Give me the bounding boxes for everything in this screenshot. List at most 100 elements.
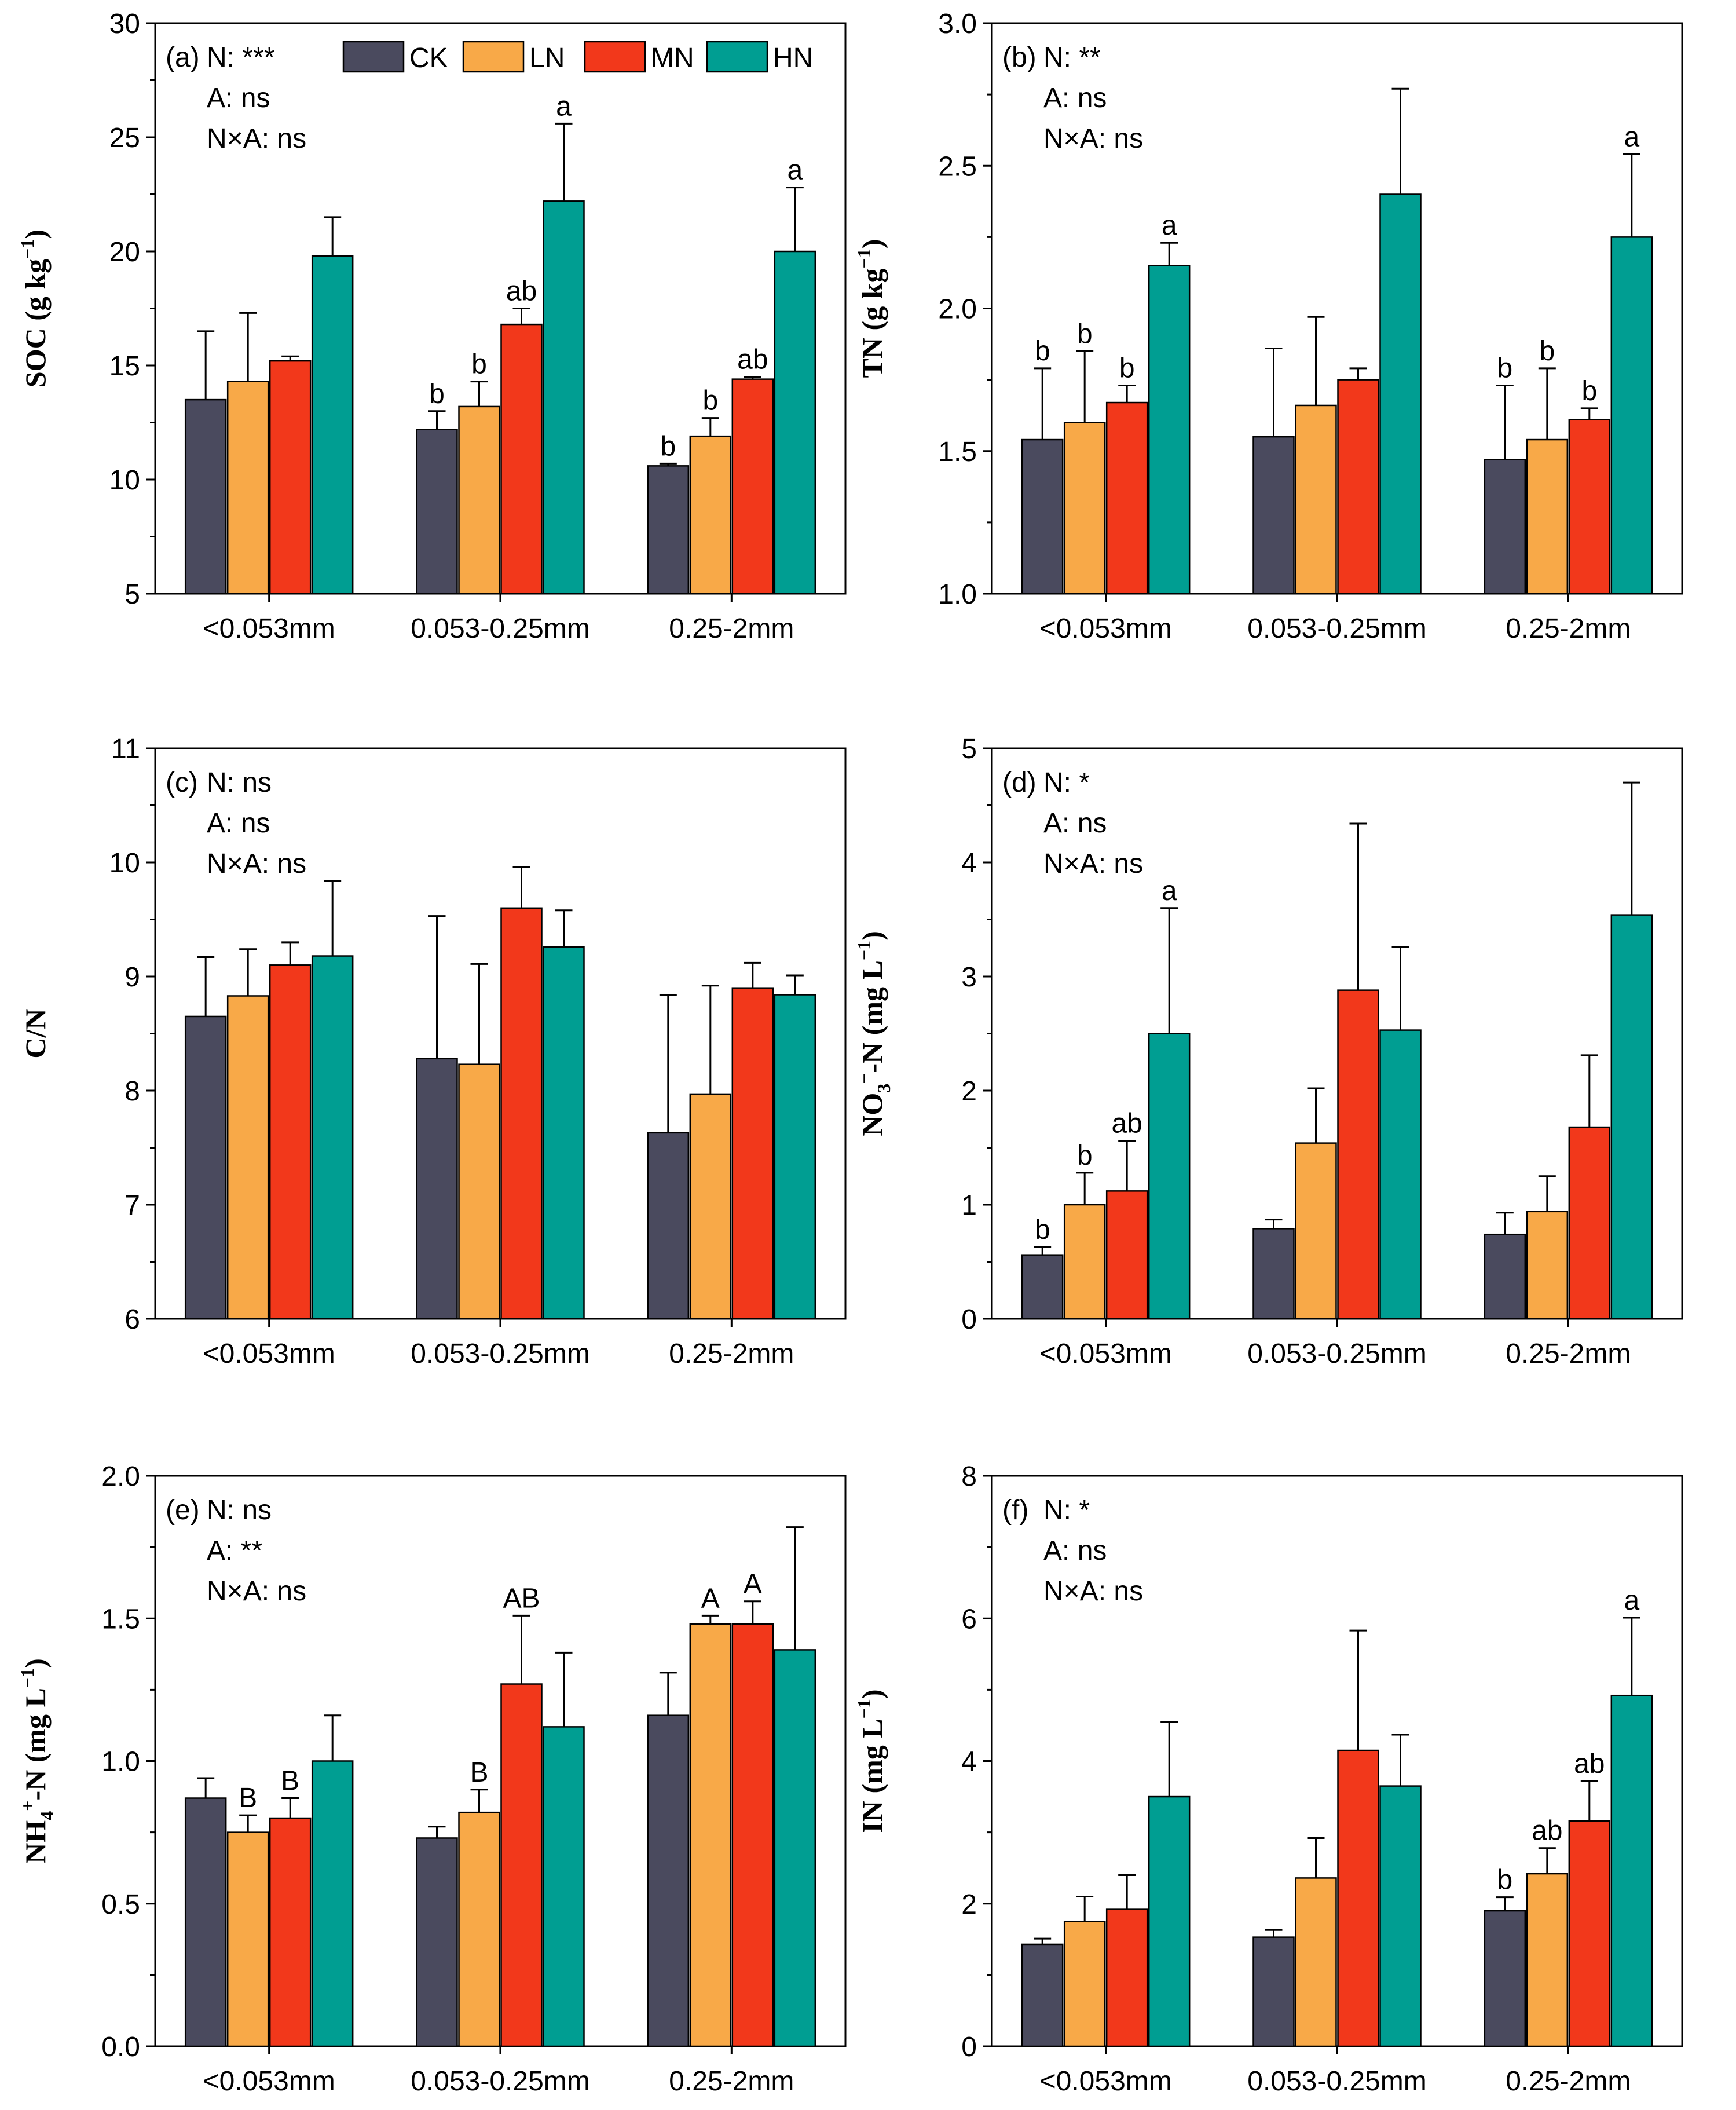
y-axis-label-part: C/N [19,1008,52,1058]
bar-mn [1337,379,1379,595]
x-tick-label: 0.053-0.25mm [411,2066,590,2097]
significance-letter: b [702,386,718,416]
bar-ck [647,1132,690,1320]
bar-mn [269,964,312,1320]
bar-mn [500,1683,543,2047]
legend-label-ln: LN [529,43,565,74]
panel-label: (e) [166,1495,200,1526]
bar-ck [647,465,690,595]
bar-ck [1021,438,1064,595]
bar-mn [500,907,543,1320]
significance-letter: ab [737,345,768,375]
y-axis-label-part: NH [19,1820,52,1864]
y-tick-label: 6 [124,1304,140,1335]
y-tick-label: 3 [961,962,977,993]
stats-text: A: ** [207,1535,262,1566]
bar-hn [774,1649,816,2047]
bar-mn [1105,401,1148,595]
x-tick-label: 0.053-0.25mm [411,1339,590,1369]
x-tick-label: <0.053mm [203,1339,335,1369]
significance-letter: a [1624,122,1639,153]
y-tick-label: 1.5 [101,1604,140,1634]
bar-hn [1379,193,1422,595]
y-axis-label-part: IN (mg L [856,1718,888,1833]
significance-letter: b [1035,336,1050,367]
stats-text: N: ** [1043,42,1101,73]
y-axis-label: C/N [19,1008,52,1058]
y-axis-label-part: NO [856,1093,888,1136]
bar-ln [1295,1877,1337,2047]
bar-ck [1252,1936,1295,2047]
y-tick-label: 30 [109,9,140,39]
stats-text: N×A: ns [1043,123,1143,154]
y-axis-label-part: ) [856,239,888,249]
y-tick-label: 5 [124,579,140,610]
bar-ln [1295,1142,1337,1320]
y-tick-label: 5 [961,734,977,765]
y-tick-label: 0.0 [101,2032,140,2063]
bar-mn [731,1623,774,2047]
y-axis-label-part: SOC (g kg [19,259,52,387]
bar-hn [311,255,354,595]
bar-ck [184,1797,227,2047]
significance-letter: ab [506,276,537,307]
bar-hn [1148,1033,1191,1320]
bar-hn [774,994,816,1320]
y-tick-label: 2 [961,1889,977,1920]
bar-mn [1568,1126,1611,1320]
y-tick-label: 8 [961,1461,977,1492]
bar-ck [416,1837,458,2047]
y-tick-label: 0 [961,1304,977,1335]
bar-ln [458,1811,500,2047]
significance-letter: b [471,349,487,380]
panel-label: (a) [166,42,200,73]
y-tick-label: 1.0 [101,1747,140,1778]
bar-ln [226,381,269,595]
significance-letter: B [470,1757,488,1788]
x-tick-label: <0.053mm [203,2066,335,2097]
bar-ck [1021,1943,1064,2047]
bar-ln [689,1093,732,1320]
x-tick-label: <0.053mm [1040,2066,1172,2097]
significance-letter: b [660,431,676,462]
x-tick-label: 0.053-0.25mm [1247,613,1427,644]
x-tick-label: 0.25-2mm [1506,613,1631,644]
y-axis-label-part: -N (mg L [856,960,888,1073]
y-axis-label-part: TN (g kg [856,268,888,378]
y-tick-label: 1 [961,1190,977,1221]
significance-letter: b [1539,336,1555,367]
legend-swatch-hn [706,41,768,73]
stats-text: N: * [1043,1495,1090,1526]
significance-letter: ab [1111,1109,1142,1139]
chart-panel-b: 1.0 1.5 2.0 2.5 3.0 TN (g kg−1) <0.053mm 0.053-… [854,9,1683,644]
y-tick-label: 0 [961,2032,977,2063]
bar-ln [226,995,269,1320]
significance-letter: b [429,379,445,409]
x-tick-label: 0.053-0.25mm [411,613,590,644]
y-tick-label: 2.0 [101,1461,140,1492]
bar-ln [226,1831,269,2047]
y-tick-label: 2 [961,1076,977,1107]
bar-ln [1526,1211,1569,1320]
y-axis-label-part: −1 [854,248,874,268]
x-tick-label: <0.053mm [1040,613,1172,644]
bar-ln [1526,438,1569,595]
stats-text: N: *** [207,42,274,73]
y-axis-label-part: −1 [17,1668,38,1688]
y-tick-label: 0.5 [101,1889,140,1920]
y-axis-label-part: −1 [854,941,874,960]
bar-ck [1021,1254,1064,1320]
stats-text: A: ns [1043,83,1107,114]
bar-mn [1105,1908,1148,2047]
y-tick-label: 10 [109,465,140,496]
bar-ln [689,1623,732,2047]
y-axis-label-part: 3 [873,1084,894,1093]
bar-mn [1105,1190,1148,1320]
y-tick-label: 8 [124,1076,140,1107]
bar-ln [458,405,500,595]
stats-text: N×A: ns [207,123,306,154]
significance-letter: b [1581,376,1597,407]
panel-label: (b) [1002,42,1037,73]
x-tick-label: 0.25-2mm [669,1339,794,1369]
